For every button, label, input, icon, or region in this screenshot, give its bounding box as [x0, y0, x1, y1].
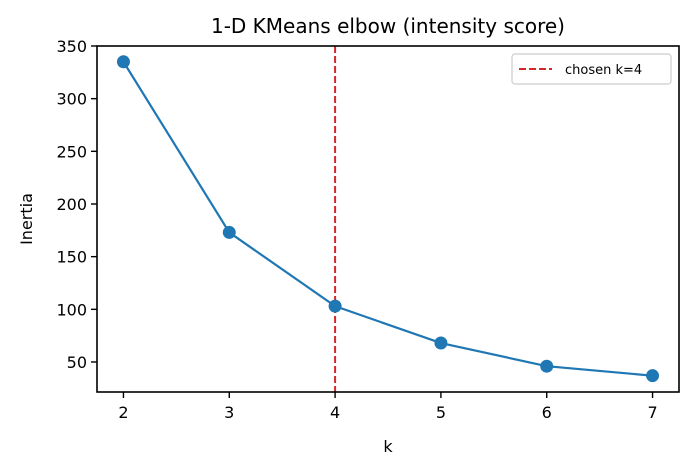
y-tick-label: 150: [56, 248, 87, 267]
x-tick-label: 2: [118, 403, 128, 422]
x-tick-label: 5: [436, 403, 446, 422]
y-tick-label: 50: [67, 353, 87, 372]
y-axis-ticks: 50 100 150 200 250 300 350: [56, 37, 97, 372]
y-tick-label: 100: [56, 300, 87, 319]
x-axis-ticks: 2 3 4 5 6 7: [118, 392, 658, 422]
data-point-marker: [222, 225, 236, 239]
x-tick-label: 7: [647, 403, 657, 422]
data-point-marker: [540, 359, 554, 373]
data-point-marker: [646, 369, 660, 383]
data-point-marker: [328, 299, 342, 313]
y-axis-label: Inertia: [17, 193, 36, 245]
data-point-marker: [116, 55, 130, 69]
y-tick-label: 350: [56, 37, 87, 56]
chart-title: 1-D KMeans elbow (intensity score): [211, 14, 565, 38]
x-tick-label: 3: [224, 403, 234, 422]
legend-label: chosen k=4: [565, 63, 642, 78]
x-tick-label: 4: [330, 403, 340, 422]
axes-frame: [96, 45, 680, 393]
legend: chosen k=4: [511, 53, 672, 85]
y-tick-label: 250: [56, 142, 87, 161]
y-tick-label: 200: [56, 195, 87, 214]
x-axis-label: k: [383, 437, 393, 456]
legend-box: [511, 53, 672, 85]
x-tick-label: 6: [542, 403, 552, 422]
inertia-line: [122, 61, 653, 377]
plot-area: [116, 46, 660, 392]
y-tick-label: 300: [56, 90, 87, 109]
data-point-marker: [434, 336, 448, 350]
